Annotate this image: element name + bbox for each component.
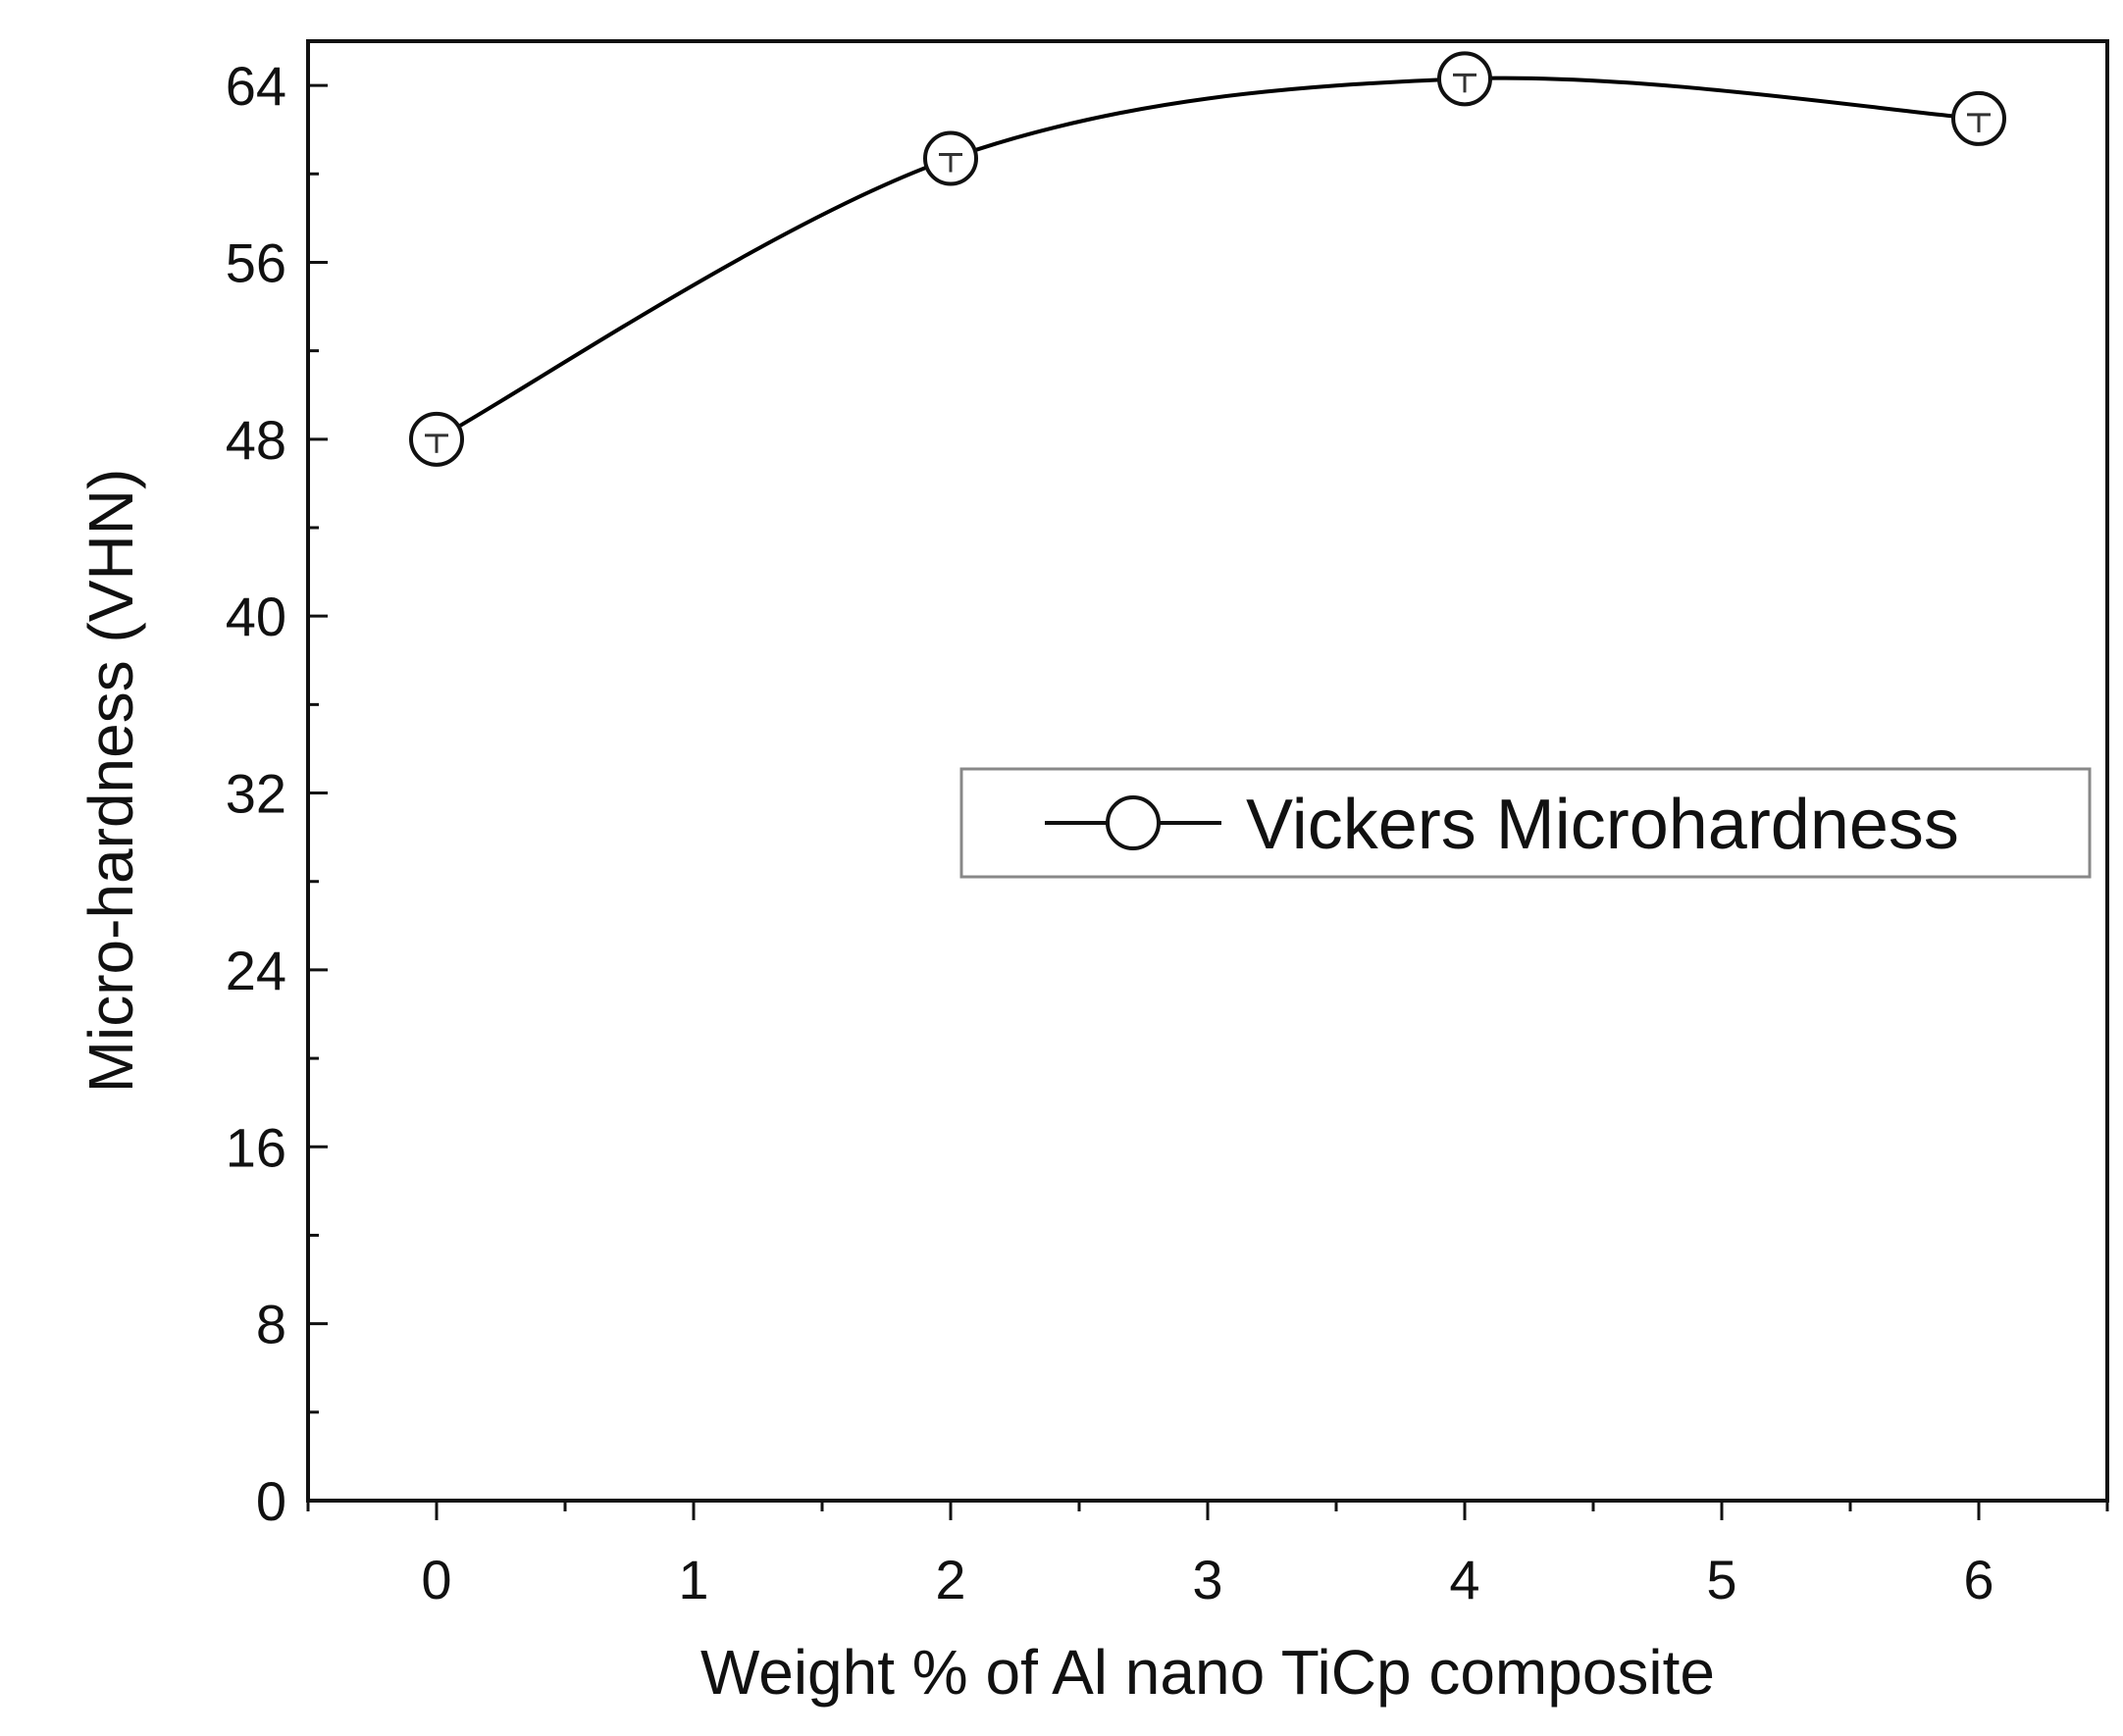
- y-axis-title: Micro-hardness (VHN): [76, 469, 146, 1094]
- y-tick-label: 24: [226, 940, 286, 1001]
- series-layer: [409, 51, 2006, 467]
- legend-entry-label: Vickers Microhardness: [1246, 786, 1959, 864]
- x-tick-label: 0: [421, 1549, 451, 1610]
- y-tick-label: 56: [226, 231, 286, 293]
- y-tick-label: 40: [226, 586, 286, 647]
- x-axis-title: Weight % of Al nano TiCp composite: [700, 1637, 1715, 1708]
- y-tick-label: 16: [226, 1116, 286, 1178]
- series-line: [436, 76, 1980, 441]
- y-tick-label: 0: [256, 1470, 286, 1532]
- y-axis-ticks: 0 8 16 24 32 40 48 56 64: [226, 55, 328, 1532]
- legend: Vickers Microhardness: [959, 767, 2092, 879]
- y-tick-label: 64: [226, 55, 286, 117]
- legend-marker-sample: [1106, 795, 1161, 850]
- x-tick-label: 3: [1192, 1549, 1222, 1610]
- y-tick-label: 32: [226, 763, 286, 825]
- x-tick-label: 4: [1449, 1549, 1479, 1610]
- x-tick-label: 6: [1963, 1549, 1994, 1610]
- x-tick-label: 2: [935, 1549, 965, 1610]
- y-tick-label: 8: [256, 1294, 286, 1355]
- x-axis-ticks: 0 1 2 3 4 5 6: [306, 1501, 2109, 1610]
- x-tick-label: 5: [1706, 1549, 1736, 1610]
- y-tick-label: 48: [226, 409, 286, 471]
- x-tick-label: 1: [678, 1549, 708, 1610]
